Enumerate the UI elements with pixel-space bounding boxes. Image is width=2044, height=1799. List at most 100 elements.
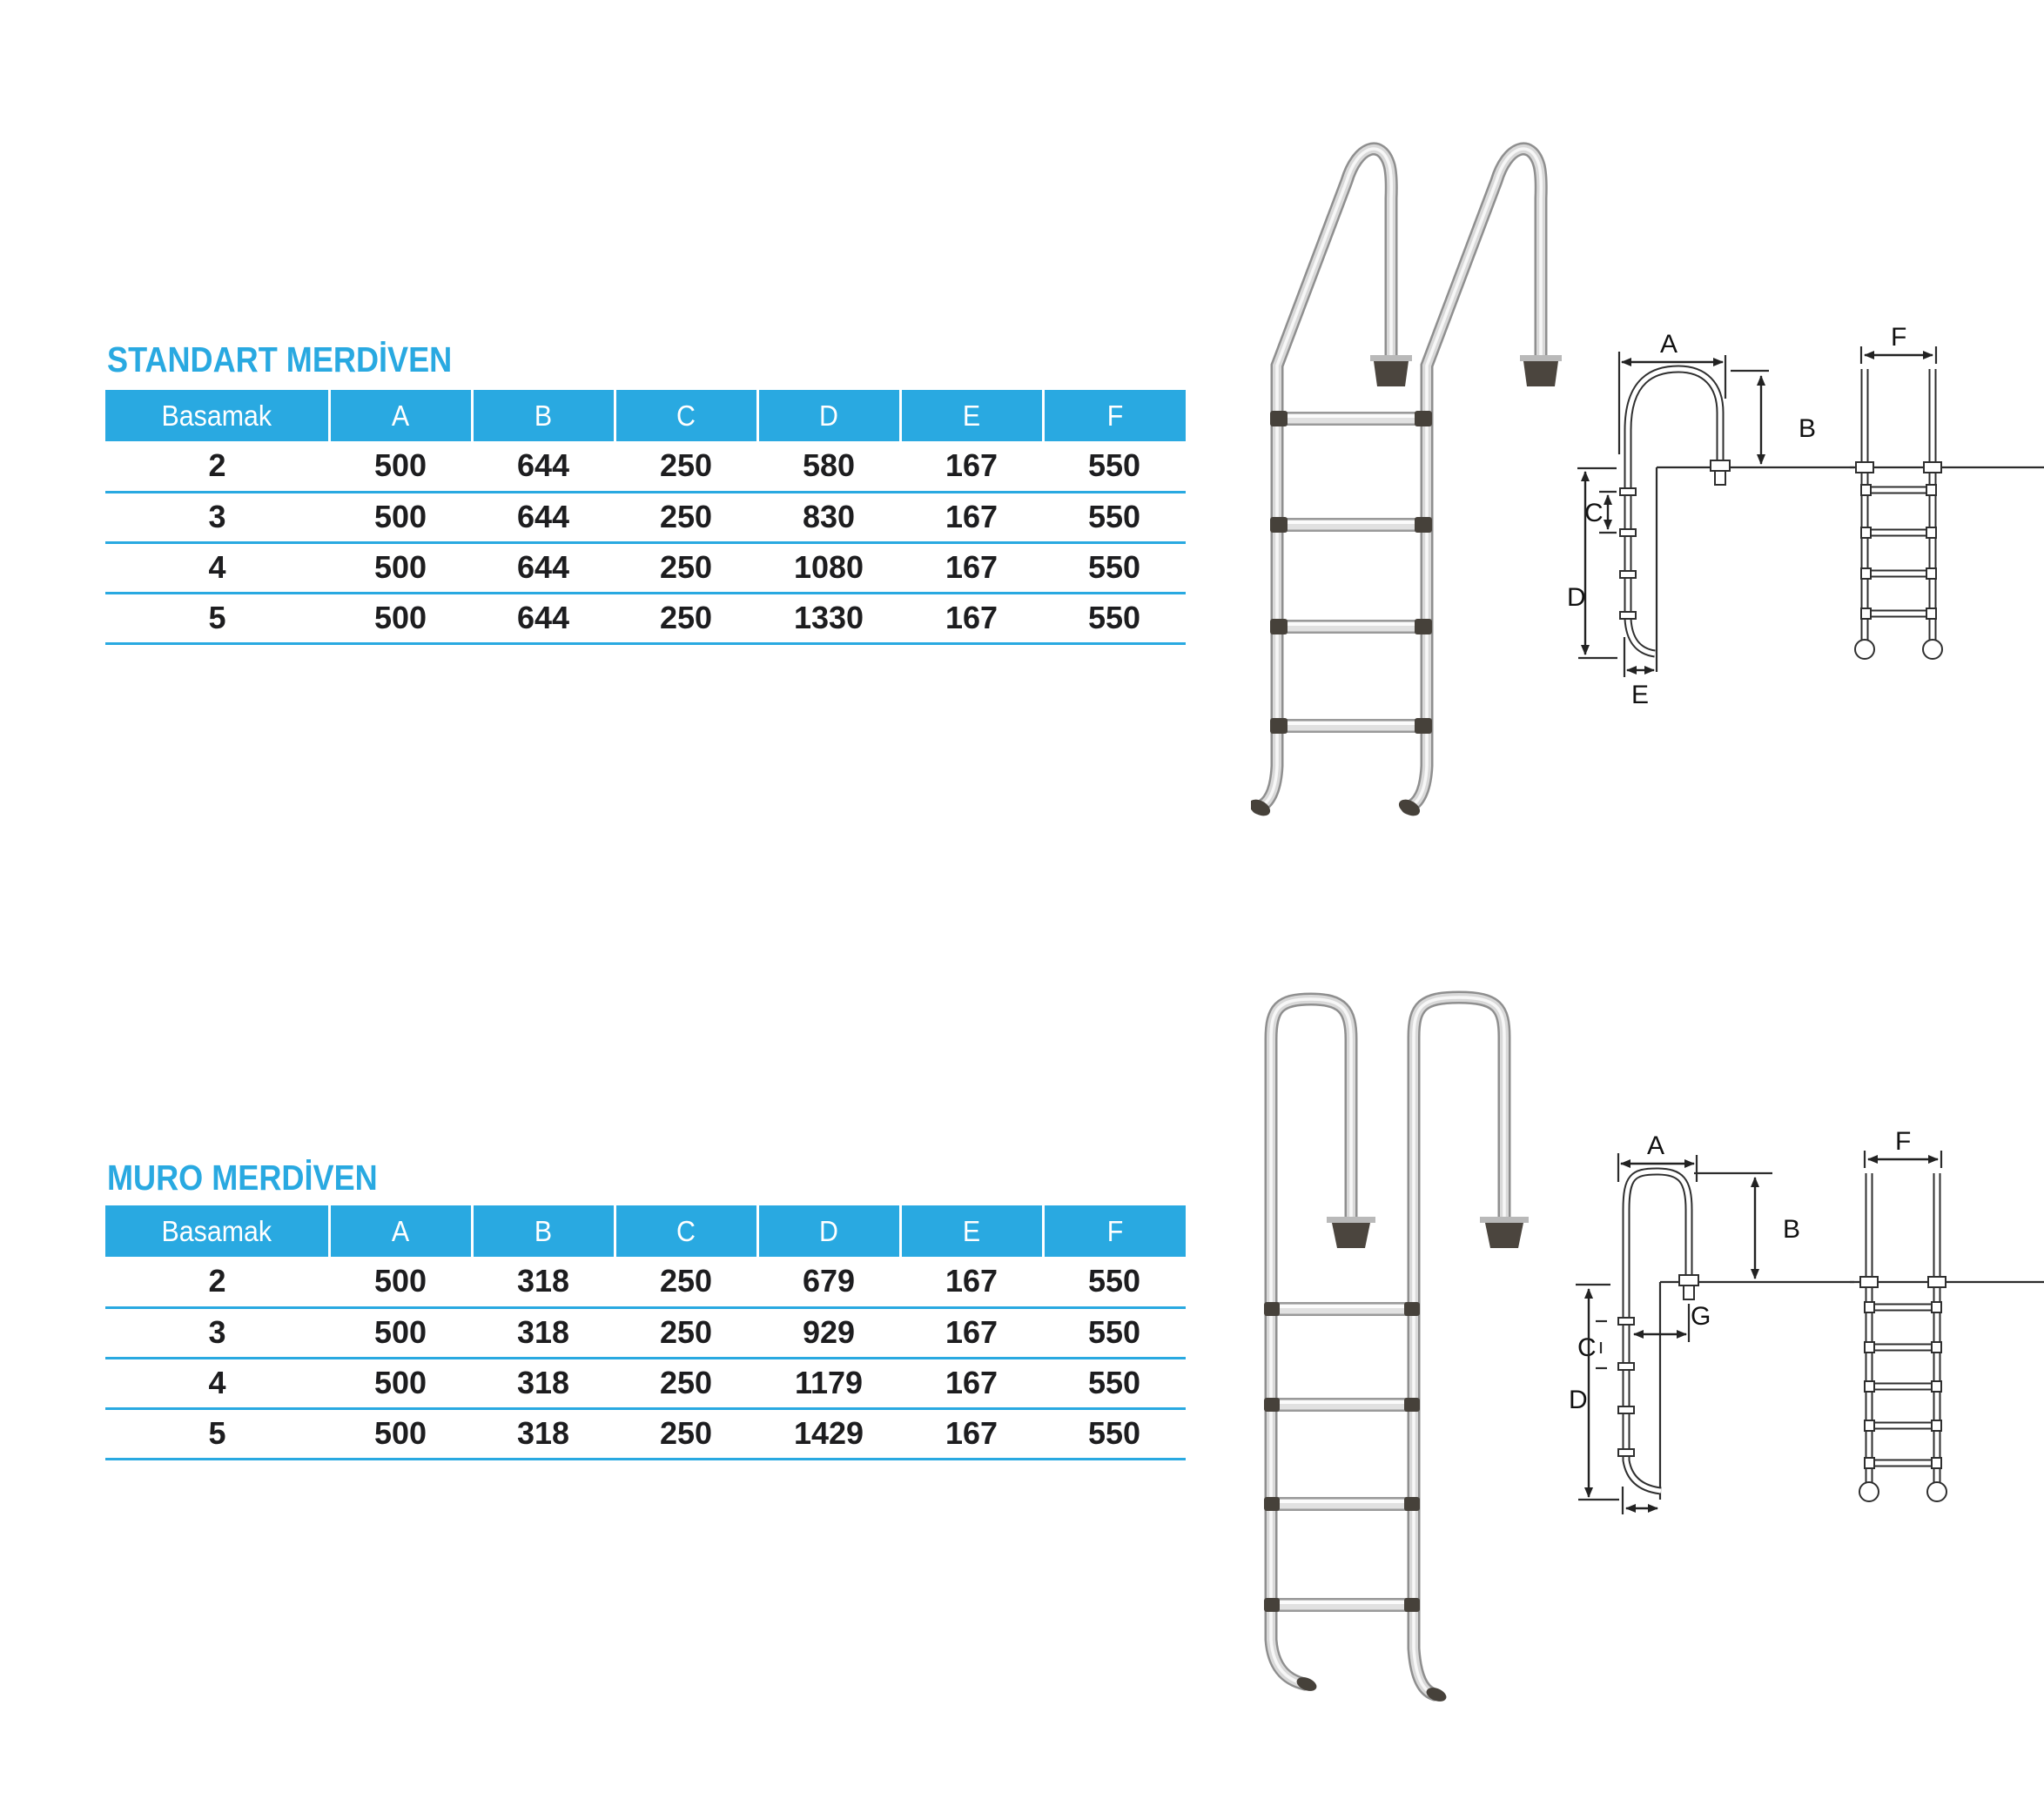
muro-front-diagram: F — [1850, 1131, 2044, 1502]
cell: 3 — [105, 492, 329, 544]
table-row: 5 500 318 250 1429 167 550 — [105, 1408, 1186, 1460]
foot-caps — [1296, 1677, 1447, 1702]
rungs — [1864, 1301, 1942, 1469]
cell: 1080 — [757, 542, 900, 594]
cell: 167 — [900, 441, 1043, 493]
cell: 500 — [329, 1358, 472, 1410]
cell: 167 — [900, 492, 1043, 544]
cell: 250 — [615, 492, 757, 544]
rung-collars — [1617, 1317, 1635, 1457]
ladder-stiles — [1264, 990, 1511, 1702]
section-title-standart: STANDART MERDİVEN — [107, 339, 453, 379]
dim-label-C: C — [1584, 499, 1604, 527]
cell: 679 — [757, 1257, 900, 1309]
cell: 318 — [472, 1307, 615, 1359]
cell: 2 — [105, 1257, 329, 1309]
cell: 550 — [1043, 441, 1186, 493]
cell: 1429 — [757, 1408, 900, 1460]
table-row: 4 500 318 250 1179 167 550 — [105, 1358, 1186, 1410]
table-row: 4 500 644 250 1080 167 550 — [105, 542, 1186, 594]
deck-clamp — [1855, 461, 1874, 473]
deck-clamp — [1927, 1276, 1947, 1288]
dim-B: B — [1694, 1171, 1800, 1279]
cell: 250 — [615, 1358, 757, 1410]
dim-label-G: G — [1691, 1302, 1711, 1331]
dim-bottom — [1621, 1487, 1658, 1514]
cell: 550 — [1043, 593, 1186, 645]
dim-E: E — [1623, 637, 1655, 707]
cell: 550 — [1043, 1257, 1186, 1309]
muro-side-diagram: A B G C D — [1569, 1131, 1854, 1514]
dim-label-F: F — [1891, 324, 1906, 352]
cell: 500 — [329, 441, 472, 493]
cell: 500 — [329, 542, 472, 594]
cell: 318 — [472, 1408, 615, 1460]
cell: 318 — [472, 1257, 615, 1309]
rung-end-caps — [1270, 411, 1432, 734]
handrail-tube — [1624, 365, 1725, 658]
cell: 2 — [105, 441, 329, 493]
deck-clamp — [1923, 461, 1942, 473]
header-cell: A — [327, 1205, 472, 1257]
cell: 167 — [900, 1257, 1043, 1309]
header-cell: D — [756, 1205, 900, 1257]
dim-label-B: B — [1783, 1215, 1800, 1244]
dim-D: D — [1567, 471, 1590, 655]
cell: 1179 — [757, 1358, 900, 1410]
ladder-rungs — [1273, 1302, 1412, 1612]
cell: 580 — [757, 441, 900, 493]
foot — [1854, 639, 1875, 660]
ladder-rungs — [1279, 412, 1423, 733]
foot — [1926, 1481, 1947, 1502]
header-cell: B — [470, 390, 615, 441]
cell: 250 — [615, 1408, 757, 1460]
header-cell: E — [898, 390, 1043, 441]
standart-side-diagram: A B C D E — [1567, 331, 1854, 707]
deck-clamp — [1678, 1274, 1699, 1286]
foot — [1859, 1481, 1879, 1502]
cell: 1330 — [757, 593, 900, 645]
cell: 550 — [1043, 492, 1186, 544]
table-row: 2 500 318 250 679 167 550 — [105, 1257, 1186, 1309]
cell: 167 — [900, 542, 1043, 594]
dim-C: C — [1584, 490, 1617, 534]
standart-front-diagram: F — [1850, 324, 2044, 660]
dim-label-A: A — [1647, 1131, 1664, 1160]
table-row: 5 500 644 250 1330 167 550 — [105, 593, 1186, 645]
table-row: 2 500 644 250 580 167 550 — [105, 441, 1186, 493]
header-cell: A — [327, 390, 472, 441]
foot-caps — [1251, 799, 1421, 816]
ladder-rails — [1865, 1173, 1941, 1482]
cell: 4 — [105, 542, 329, 594]
dim-F: F — [1859, 324, 1938, 364]
handrail-tube — [1622, 1167, 1693, 1495]
header-cell: Basamak — [105, 390, 329, 441]
standart-ladder-photo — [1251, 142, 1562, 816]
dim-A: A — [1617, 331, 1727, 454]
dim-label-A: A — [1660, 331, 1678, 359]
dim-G: G — [1633, 1302, 1711, 1342]
table-header-row: Basamak A B C D E F — [105, 390, 1186, 441]
cell: 167 — [900, 1408, 1043, 1460]
header-cell: Basamak — [105, 1205, 329, 1257]
dim-C: C — [1577, 1319, 1607, 1370]
cell: 250 — [615, 1257, 757, 1309]
cell: 644 — [472, 441, 615, 493]
cell: 550 — [1043, 1408, 1186, 1460]
ladder-rails — [1860, 369, 1937, 640]
cell: 167 — [900, 1307, 1043, 1359]
standart-spec-table: Basamak A B C D E F 2 500 644 250 580 16… — [105, 390, 1186, 645]
dim-D: D — [1569, 1288, 1593, 1498]
table-row: 3 500 318 250 929 167 550 — [105, 1307, 1186, 1359]
dim-label-C: C — [1577, 1333, 1597, 1362]
header-cell: E — [898, 1205, 1043, 1257]
dim-label-E: E — [1631, 681, 1649, 707]
cell: 500 — [329, 593, 472, 645]
header-cell: F — [1041, 390, 1186, 441]
cell: 644 — [472, 542, 615, 594]
dim-label-D: D — [1569, 1386, 1588, 1414]
anchor-stub — [1714, 470, 1726, 486]
deck-clamp — [1710, 460, 1731, 472]
dim-B: B — [1731, 369, 1816, 465]
dim-label-B: B — [1799, 414, 1816, 443]
